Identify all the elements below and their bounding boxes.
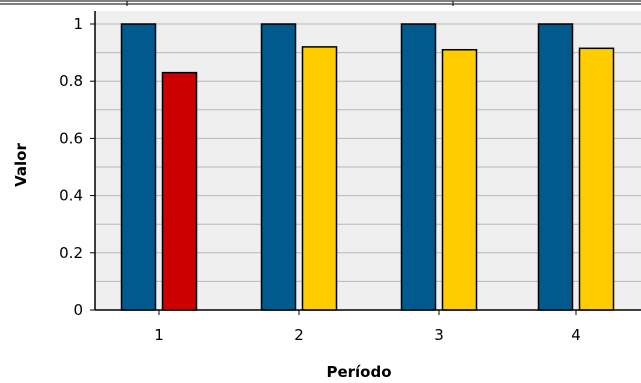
x-tick-label: 4 xyxy=(571,326,581,344)
axes xyxy=(90,11,641,315)
bar-1-series-2 xyxy=(161,71,198,311)
y-tick-label: 0.8 xyxy=(59,72,83,90)
y-tick-label: 0.2 xyxy=(59,244,83,262)
bar-2-series-1 xyxy=(260,23,297,311)
x-tick-labels: 1 2 3 4 xyxy=(154,326,581,344)
y-tick-label: 0.4 xyxy=(59,187,83,205)
x-tick-label: 1 xyxy=(154,326,164,344)
y-axis-title: Valor xyxy=(12,143,30,187)
x-axis-title: Período xyxy=(326,363,391,379)
y-tick-labels: 0 0.2 0.4 0.6 0.8 1 xyxy=(59,15,83,319)
bar-2-series-2 xyxy=(301,46,338,311)
bar-4-series-2 xyxy=(578,47,615,311)
x-tick-label: 2 xyxy=(294,326,304,344)
bar-1-series-1 xyxy=(120,23,157,311)
x-tick-label: 3 xyxy=(434,326,444,344)
bar-3-series-2 xyxy=(441,48,478,311)
y-tick-label: 1 xyxy=(73,15,83,33)
bars xyxy=(120,23,615,311)
y-tick-label: 0 xyxy=(73,301,83,319)
bar-4-series-1 xyxy=(537,23,574,311)
bar-3-series-1 xyxy=(400,23,437,311)
y-tick-label: 0.6 xyxy=(59,129,83,147)
